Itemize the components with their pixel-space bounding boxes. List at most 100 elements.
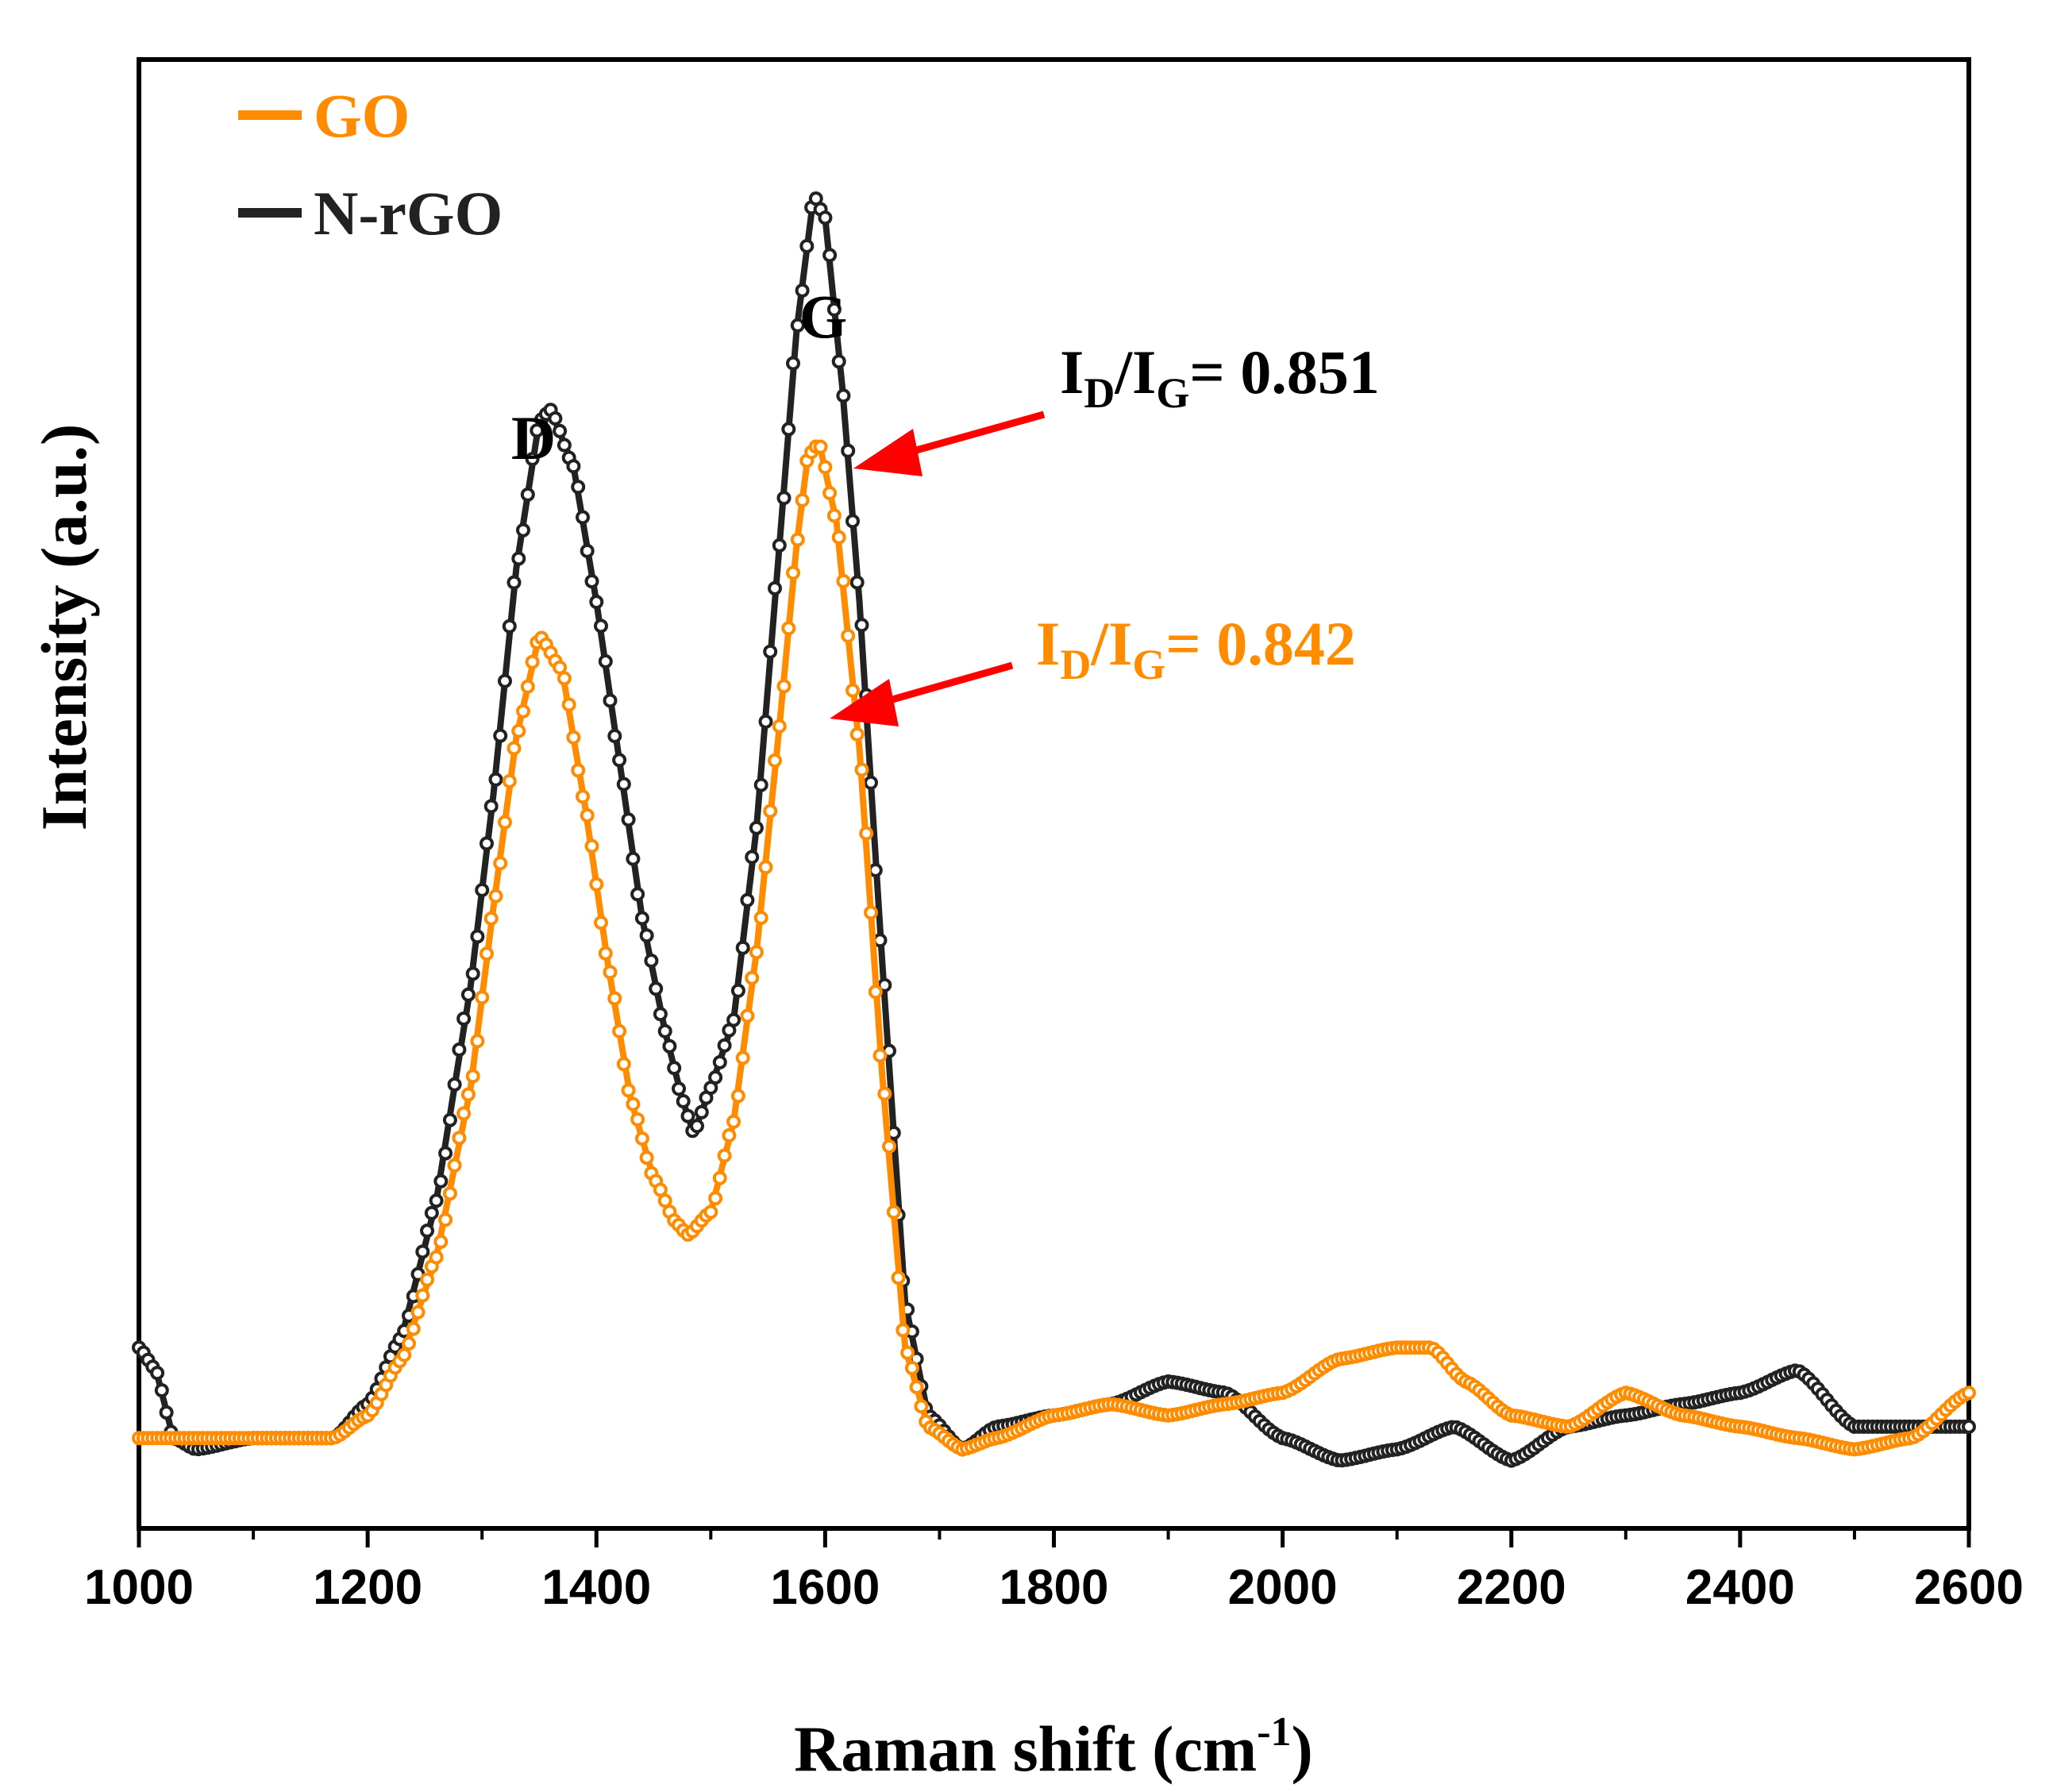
data-point xyxy=(745,850,760,865)
data-point xyxy=(740,1008,755,1023)
data-point xyxy=(603,965,618,980)
data-point xyxy=(753,911,768,925)
data-point xyxy=(561,697,576,712)
data-point xyxy=(493,856,508,871)
legend-label-go: GO xyxy=(314,81,410,150)
data-point xyxy=(786,565,800,580)
ratio-go: ID/IG= 0.842 xyxy=(1036,609,1356,688)
legend: GO N-rGO xyxy=(238,81,503,248)
data-point xyxy=(433,1173,449,1189)
data-point xyxy=(886,1204,901,1220)
data-point xyxy=(690,1119,704,1134)
data-point xyxy=(483,799,499,814)
data-point xyxy=(799,239,815,253)
data-point xyxy=(589,595,604,610)
data-point xyxy=(841,443,856,458)
data-point xyxy=(420,1224,434,1239)
data-point xyxy=(712,1054,727,1069)
data-point xyxy=(516,522,530,538)
data-point xyxy=(502,619,517,634)
data-point xyxy=(749,945,764,960)
data-point xyxy=(630,887,645,902)
data-point xyxy=(836,573,851,588)
data-point xyxy=(909,1380,924,1395)
data-point xyxy=(594,619,608,634)
data-point xyxy=(548,411,563,426)
data-point xyxy=(612,1023,627,1039)
data-point xyxy=(891,1270,906,1285)
data-point xyxy=(507,741,522,756)
data-point xyxy=(653,1007,668,1022)
data-point xyxy=(854,762,869,777)
data-point xyxy=(740,892,755,908)
y-axis-title: Intensity (a.u.) xyxy=(28,424,100,831)
data-point xyxy=(790,532,805,547)
data-point xyxy=(507,575,522,590)
data-point xyxy=(470,929,485,944)
data-point xyxy=(872,1048,888,1063)
data-point xyxy=(580,543,595,558)
data-point xyxy=(576,510,590,525)
data-point xyxy=(776,491,792,506)
data-point xyxy=(452,1042,467,1057)
data-point xyxy=(420,1272,434,1287)
series-n-rgo xyxy=(132,191,1976,1468)
series-go xyxy=(132,439,1976,1457)
data-point xyxy=(571,763,586,778)
data-point xyxy=(649,981,664,996)
data-point xyxy=(826,508,842,523)
data-point xyxy=(612,753,627,768)
arrow-go-head xyxy=(830,679,899,726)
data-point xyxy=(516,703,530,719)
data-point xyxy=(868,985,883,1000)
data-point xyxy=(456,1012,472,1026)
data-point xyxy=(831,530,846,545)
peak-label-d: D xyxy=(511,403,556,472)
data-point xyxy=(447,1158,462,1173)
data-point xyxy=(438,1212,453,1227)
data-point xyxy=(694,1104,709,1120)
data-point xyxy=(795,493,810,507)
legend-label-n-rgo: N-rGO xyxy=(314,179,503,248)
data-point xyxy=(634,1131,649,1146)
data-point xyxy=(447,1077,462,1092)
arrow-n-rgo-head xyxy=(853,429,923,476)
data-point xyxy=(429,1193,444,1208)
data-point xyxy=(607,991,622,1006)
x-tick-label-2400: 2400 xyxy=(1685,1560,1795,1615)
data-point xyxy=(818,210,833,225)
arrow-go-shaft xyxy=(880,661,1014,707)
x-tick-label-1600: 1600 xyxy=(770,1560,880,1615)
x-tick-label-1400: 1400 xyxy=(541,1560,651,1615)
data-point xyxy=(717,1148,732,1163)
data-point xyxy=(722,1128,737,1143)
data-point xyxy=(849,726,865,742)
data-point xyxy=(786,356,800,371)
data-point xyxy=(745,970,760,985)
data-point xyxy=(772,538,787,553)
data-point xyxy=(470,1034,485,1049)
data-point xyxy=(475,883,490,897)
data-point xyxy=(576,789,590,804)
data-point xyxy=(150,1366,165,1381)
data-point xyxy=(1962,1419,1976,1434)
data-point xyxy=(424,1205,439,1220)
data-point xyxy=(900,1345,915,1360)
data-point xyxy=(680,1108,695,1123)
data-point xyxy=(781,422,796,437)
ratio-n-rgo: ID/IG= 0.851 xyxy=(1060,337,1380,417)
data-point xyxy=(813,439,828,454)
data-point xyxy=(763,804,778,819)
data-point xyxy=(502,773,517,788)
data-point xyxy=(822,486,838,500)
data-point xyxy=(475,990,490,1005)
data-point xyxy=(841,628,856,643)
data-point xyxy=(442,1186,457,1201)
data-point xyxy=(598,654,613,669)
data-point xyxy=(717,1038,732,1053)
data-point xyxy=(749,820,764,835)
data-point xyxy=(818,460,833,475)
data-point xyxy=(776,679,792,694)
data-point xyxy=(480,836,494,851)
